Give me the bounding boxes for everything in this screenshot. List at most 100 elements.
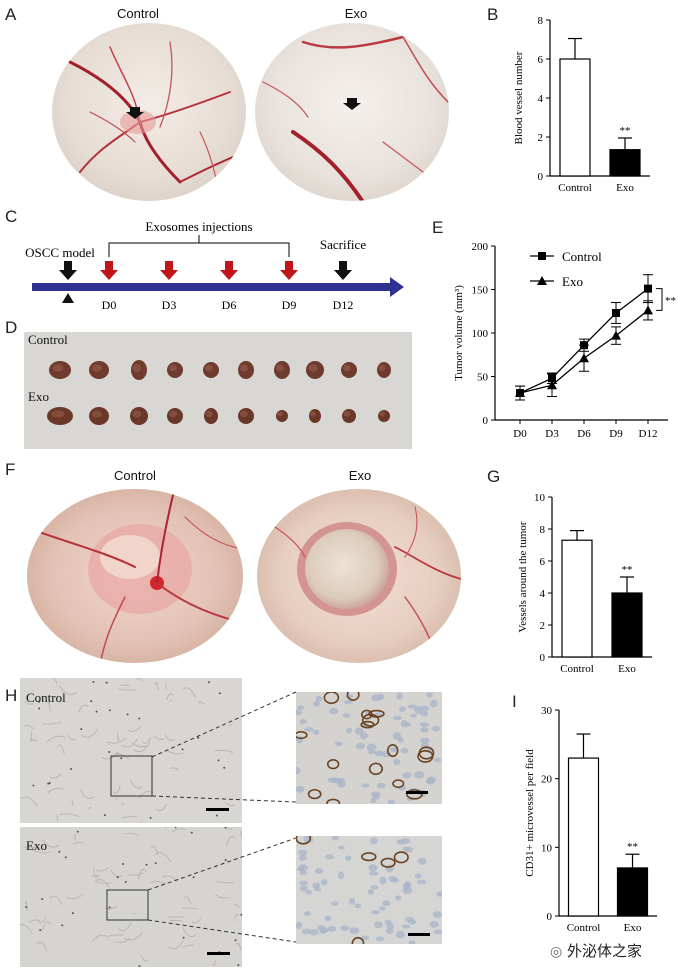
nucleus	[345, 855, 352, 861]
panel-b-bar-chart: 0 2 4 6 8 Blood vessel number Control ** Exo	[513, 15, 650, 194]
stain-dot	[103, 814, 106, 817]
tissue-fiber	[41, 839, 60, 848]
stain-dot	[116, 876, 119, 879]
y-tick-label: 4	[540, 588, 546, 600]
tissue-fiber	[28, 919, 41, 923]
nucleus	[366, 743, 377, 751]
y-tick-label: 2	[538, 132, 544, 144]
nucleus	[375, 936, 385, 942]
tissue-fiber	[214, 749, 234, 754]
panel-d-control-label: Control	[28, 332, 68, 347]
nucleus	[376, 782, 386, 789]
injection-arrow	[220, 261, 238, 280]
stain-dot	[64, 856, 67, 859]
panel-d-tumor-photo	[24, 332, 412, 449]
nucleus	[418, 705, 429, 712]
y-tick-label: 2	[540, 620, 546, 632]
nucleus	[330, 901, 339, 907]
tissue-fiber	[141, 737, 152, 744]
tissue-fiber	[47, 701, 51, 711]
panel-h-exo-ihc-low	[20, 827, 242, 967]
panel-h-control-ihc-high	[296, 692, 442, 804]
tissue-fiber	[48, 895, 63, 906]
tissue-fiber	[74, 833, 76, 841]
tissue-fiber	[166, 749, 184, 755]
stain-dot	[174, 827, 177, 829]
tissue-fiber	[113, 785, 121, 795]
point-exo	[643, 305, 653, 315]
nucleus	[304, 727, 314, 732]
y-tick-label: 20	[541, 774, 553, 786]
cd31-vessel	[393, 851, 409, 864]
panel-f-exo-photo	[257, 489, 461, 663]
stain-dot	[92, 680, 95, 683]
nucleus	[419, 722, 430, 727]
tissue-fiber	[233, 903, 240, 909]
nucleus	[408, 940, 416, 944]
nucleus	[349, 897, 356, 905]
stain-dot	[138, 965, 141, 967]
tissue-fiber	[24, 901, 28, 911]
nucleus	[299, 719, 307, 725]
tissue-fiber	[25, 700, 34, 705]
tissue-fiber	[240, 830, 242, 837]
stain-dot	[95, 710, 98, 713]
nucleus	[314, 868, 324, 875]
stain-dot	[90, 700, 93, 703]
nucleus	[414, 873, 422, 879]
tissue-fiber	[181, 687, 196, 699]
nucleus	[298, 849, 308, 855]
cd31-vessel	[417, 749, 434, 763]
nucleus	[297, 866, 305, 872]
panel-h-control-label: Control	[26, 690, 66, 705]
cd31-vessel	[361, 852, 377, 862]
x-tick-label: D6	[577, 428, 591, 440]
tissue-fiber	[153, 735, 165, 740]
tissue-fiber	[197, 701, 205, 705]
panel-label-h: H	[5, 686, 18, 705]
panel-label-c: C	[5, 207, 18, 226]
tissue-fiber	[183, 944, 195, 948]
watermark: ◎ 外泌体之家	[550, 940, 642, 961]
stain-dot	[223, 766, 226, 769]
nucleus	[370, 798, 377, 804]
panel-label-e: E	[432, 218, 444, 237]
bar-control	[559, 58, 591, 177]
tissue-fiber	[92, 934, 107, 942]
tissue-fiber	[87, 807, 93, 810]
stain-dot	[237, 963, 240, 966]
nucleus	[298, 853, 307, 862]
tissue-fiber	[140, 954, 149, 962]
y-tick-label: 10	[541, 842, 553, 854]
nucleus	[297, 705, 305, 710]
tissue-fiber	[31, 848, 51, 854]
y-tick-label: 6	[538, 54, 544, 66]
stain-dot	[41, 897, 44, 900]
stain-dot	[149, 816, 152, 819]
stain-dot	[32, 784, 35, 787]
y-tick-label: 8	[540, 524, 546, 536]
panel-h-control-ihc-low	[20, 678, 242, 823]
stain-dot	[240, 913, 242, 916]
x-tick-label: D12	[639, 428, 658, 440]
start-triangle	[62, 293, 74, 303]
nucleus	[433, 911, 442, 919]
nucleus	[338, 845, 345, 850]
nucleus	[407, 704, 417, 709]
tissue-fiber	[182, 927, 197, 938]
nucleus	[400, 747, 409, 754]
tumor-highlight	[51, 410, 65, 418]
y-tick-label: 150	[472, 285, 489, 297]
x-tick-label: D3	[545, 428, 559, 440]
tissue-fiber	[130, 779, 143, 789]
bar-exo	[609, 149, 641, 177]
stain-dot	[145, 863, 148, 866]
tumor-highlight	[343, 411, 351, 417]
nucleus	[420, 726, 429, 733]
x-tick-label: Control	[558, 182, 592, 194]
significance-mark: **	[620, 125, 631, 137]
tissue-fiber	[20, 924, 33, 934]
nucleus	[301, 928, 312, 935]
panel-h-exo-ihc-high	[296, 836, 442, 944]
stain-dot	[71, 912, 74, 915]
